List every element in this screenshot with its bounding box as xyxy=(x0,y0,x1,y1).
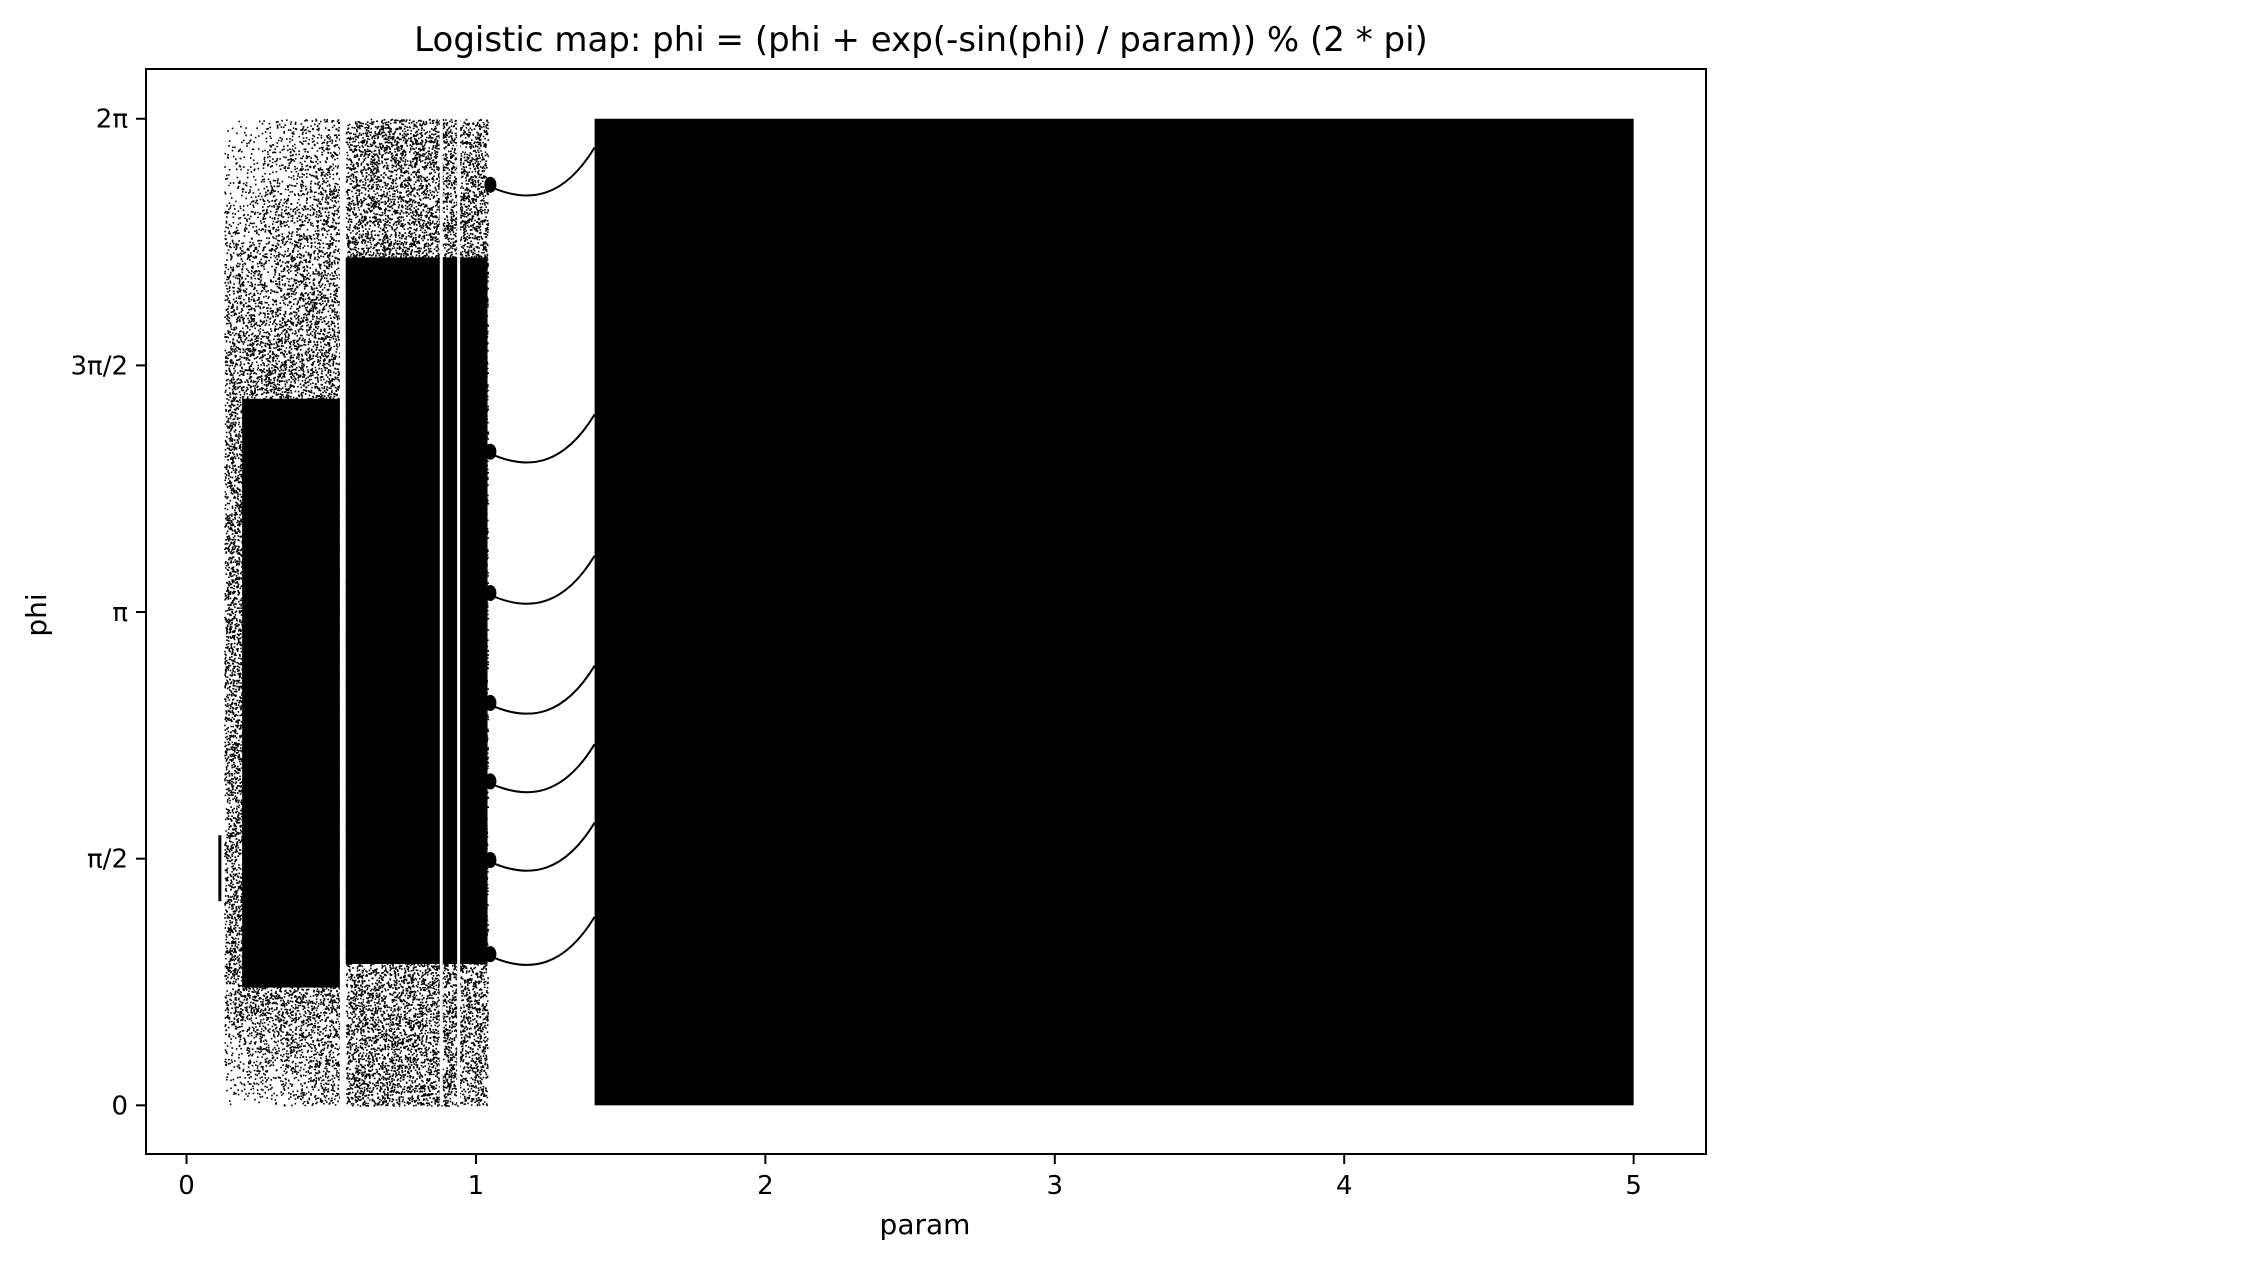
periodic-branch xyxy=(490,146,596,197)
chaotic-band xyxy=(345,118,490,1107)
periodic-window xyxy=(457,118,461,1106)
periodic-branch xyxy=(490,743,596,794)
chart-title: Logistic map: phi = (phi + exp(-sin(phi)… xyxy=(414,20,1428,60)
speckle-points xyxy=(224,118,342,1107)
branch-node xyxy=(484,773,497,790)
initial-fragment xyxy=(218,835,222,902)
periodic-window xyxy=(339,118,343,1106)
periodic-branch xyxy=(490,916,596,966)
speckle-points xyxy=(345,118,490,1107)
y-tick-label: 0 xyxy=(111,1091,128,1121)
branch-node xyxy=(484,176,497,193)
branch-node xyxy=(484,851,497,868)
y-tick-label: 3π/2 xyxy=(71,351,129,381)
x-axis-ticks: 0 1 2 3 4 5 xyxy=(178,1154,1642,1201)
x-tick-label: 3 xyxy=(1047,1171,1064,1201)
x-tick-label: 1 xyxy=(468,1171,485,1201)
periodic-branch xyxy=(490,665,596,715)
branch-node xyxy=(484,694,497,711)
scatter-points xyxy=(218,118,1634,1107)
plot-area xyxy=(145,68,1707,1155)
periodic-branch xyxy=(490,413,596,464)
periodic-window xyxy=(439,118,443,1106)
periodic-branch xyxy=(490,555,596,605)
periodic-branch xyxy=(490,822,596,872)
x-tick-label: 0 xyxy=(178,1171,195,1201)
y-tick-label: 2π xyxy=(96,105,128,135)
x-tick-label: 4 xyxy=(1336,1171,1353,1201)
y-tick-label: π xyxy=(112,598,128,628)
chaotic-band xyxy=(224,118,342,1107)
x-tick-label: 2 xyxy=(757,1171,774,1201)
y-tick-label: π/2 xyxy=(87,845,128,875)
y-axis-ticks: 0 π/2 π 3π/2 2π xyxy=(71,105,146,1121)
chaotic-region xyxy=(594,118,1634,1106)
branch-node xyxy=(484,585,497,602)
branch-node xyxy=(484,443,497,460)
y-axis-label: phi xyxy=(20,593,53,636)
branch-node xyxy=(484,946,497,963)
x-axis-label: param xyxy=(880,1208,971,1241)
x-tick-label: 5 xyxy=(1625,1171,1642,1201)
